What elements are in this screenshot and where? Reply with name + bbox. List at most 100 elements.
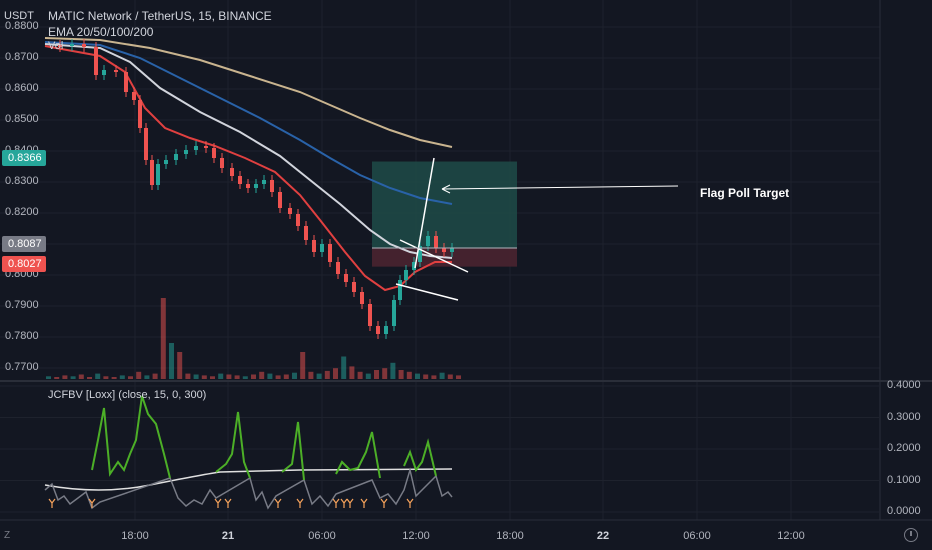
volume-bar: [201, 375, 207, 379]
price-axis-tick: 0.8800: [5, 20, 39, 32]
volume-bar: [431, 375, 437, 379]
volume-bar: [62, 375, 68, 379]
osc-green-line: [281, 421, 305, 481]
volume-bar: [365, 373, 371, 379]
timezone-z-icon[interactable]: Z: [4, 530, 11, 541]
flag-pole-line: [414, 157, 435, 269]
long-target-zone: [372, 161, 517, 249]
volume-bar: [456, 375, 461, 379]
osc-green-line: [335, 431, 381, 479]
candle-body: [312, 240, 316, 252]
ema-legend[interactable]: EMA 20/50/100/200: [48, 25, 154, 39]
time-axis-tick: 18:00: [121, 530, 149, 542]
osc-axis-tick: 0.0000: [887, 505, 921, 517]
osc-signal-marker: [360, 498, 368, 508]
osc-signal-marker: [48, 498, 56, 508]
candle-body: [150, 160, 154, 185]
osc-gray-line: [44, 467, 453, 510]
candle-body: [352, 282, 356, 292]
symbol-title[interactable]: MATIC Network / TetherUS, 15, BINANCE: [48, 9, 272, 23]
volume-bar: [382, 368, 388, 379]
volume-bar: [210, 376, 215, 379]
clock-icon[interactable]: [904, 528, 918, 542]
candle-body: [102, 70, 106, 75]
candle-body: [384, 326, 388, 334]
osc-signal-marker: [332, 498, 340, 508]
osc-axis-tick: 0.3000: [887, 410, 921, 423]
time-axis-tick: 12:00: [402, 530, 430, 542]
candle-body: [144, 128, 148, 160]
candle-body: [392, 300, 396, 326]
volume-bar: [333, 368, 338, 379]
price-axis-tick: 0.8500: [5, 113, 39, 125]
volume-bar: [374, 370, 379, 379]
volume-bar: [169, 343, 174, 379]
candle-body: [288, 208, 292, 214]
osc-axis-tick: 0.2000: [887, 442, 921, 454]
volume-bar: [439, 372, 445, 379]
candle-body: [164, 160, 168, 164]
volume-bar: [398, 370, 404, 379]
volume-bar: [292, 372, 297, 379]
candle-body: [238, 176, 242, 184]
volume-bar: [177, 352, 183, 379]
candle-body: [246, 184, 250, 188]
candle-body: [124, 72, 128, 92]
volume-legend[interactable]: Vol: [48, 40, 64, 52]
candle-body: [304, 226, 308, 240]
price-axis-tick: 0.8600: [5, 82, 39, 94]
candle-body: [230, 168, 234, 176]
volume-bar: [226, 374, 232, 379]
candle-body: [344, 274, 348, 282]
volume-bar: [324, 370, 330, 379]
candle-body: [278, 192, 282, 208]
volume-bar: [119, 375, 125, 379]
candle-body: [404, 270, 408, 280]
ema50-line: [44, 43, 453, 259]
flag-lower-line: [395, 283, 459, 301]
osc-axis-tick: 0.4000: [887, 379, 921, 391]
volume-bar: [423, 374, 429, 379]
volume-bar: [136, 371, 142, 379]
candle-body: [360, 292, 364, 304]
osc-signal-marker: [380, 498, 388, 508]
volume-bar: [152, 373, 158, 379]
candle-body: [442, 248, 446, 252]
annotation-arrow-line: [441, 185, 679, 190]
volume-bar: [218, 373, 224, 379]
candle-body: [194, 146, 198, 150]
candle-body: [320, 244, 324, 252]
price-tag[interactable]: 0.8087: [2, 236, 46, 252]
volume-bar: [144, 375, 150, 379]
osc-signal-marker: [340, 498, 348, 508]
osc-signal-marker: [406, 498, 414, 508]
price-axis-tick: 0.8300: [5, 175, 39, 187]
candle-body: [418, 246, 422, 262]
volume-bar: [275, 375, 281, 379]
candle-body: [220, 158, 224, 168]
osc-signal-marker: [214, 498, 222, 508]
candle-body: [296, 214, 300, 226]
price-tag[interactable]: 0.8027: [2, 256, 46, 272]
candle-body: [204, 146, 208, 148]
price-axis-tick: 0.8700: [5, 51, 39, 63]
volume-bar: [415, 373, 420, 379]
time-axis-tick: 12:00: [777, 530, 805, 542]
price-tag[interactable]: 0.8366: [2, 150, 46, 166]
candle-body: [262, 180, 266, 184]
candle-body: [70, 44, 74, 46]
volume-bar: [283, 374, 289, 379]
candle-body: [434, 236, 438, 248]
candle-body: [328, 244, 332, 262]
ema200-line: [44, 37, 453, 148]
volume-bar: [300, 352, 306, 379]
volume-bar: [95, 373, 101, 379]
candle-body: [426, 236, 430, 246]
price-axis-tick: 0.7700: [5, 361, 39, 373]
volume-bar: [111, 377, 117, 379]
price-axis-tick: 0.8200: [5, 206, 39, 218]
oscillator-title[interactable]: JCFBV [Loxx] (close, 15, 0, 300): [48, 389, 207, 401]
time-axis-tick: 06:00: [308, 530, 336, 542]
time-axis-tick: 21: [221, 530, 235, 542]
